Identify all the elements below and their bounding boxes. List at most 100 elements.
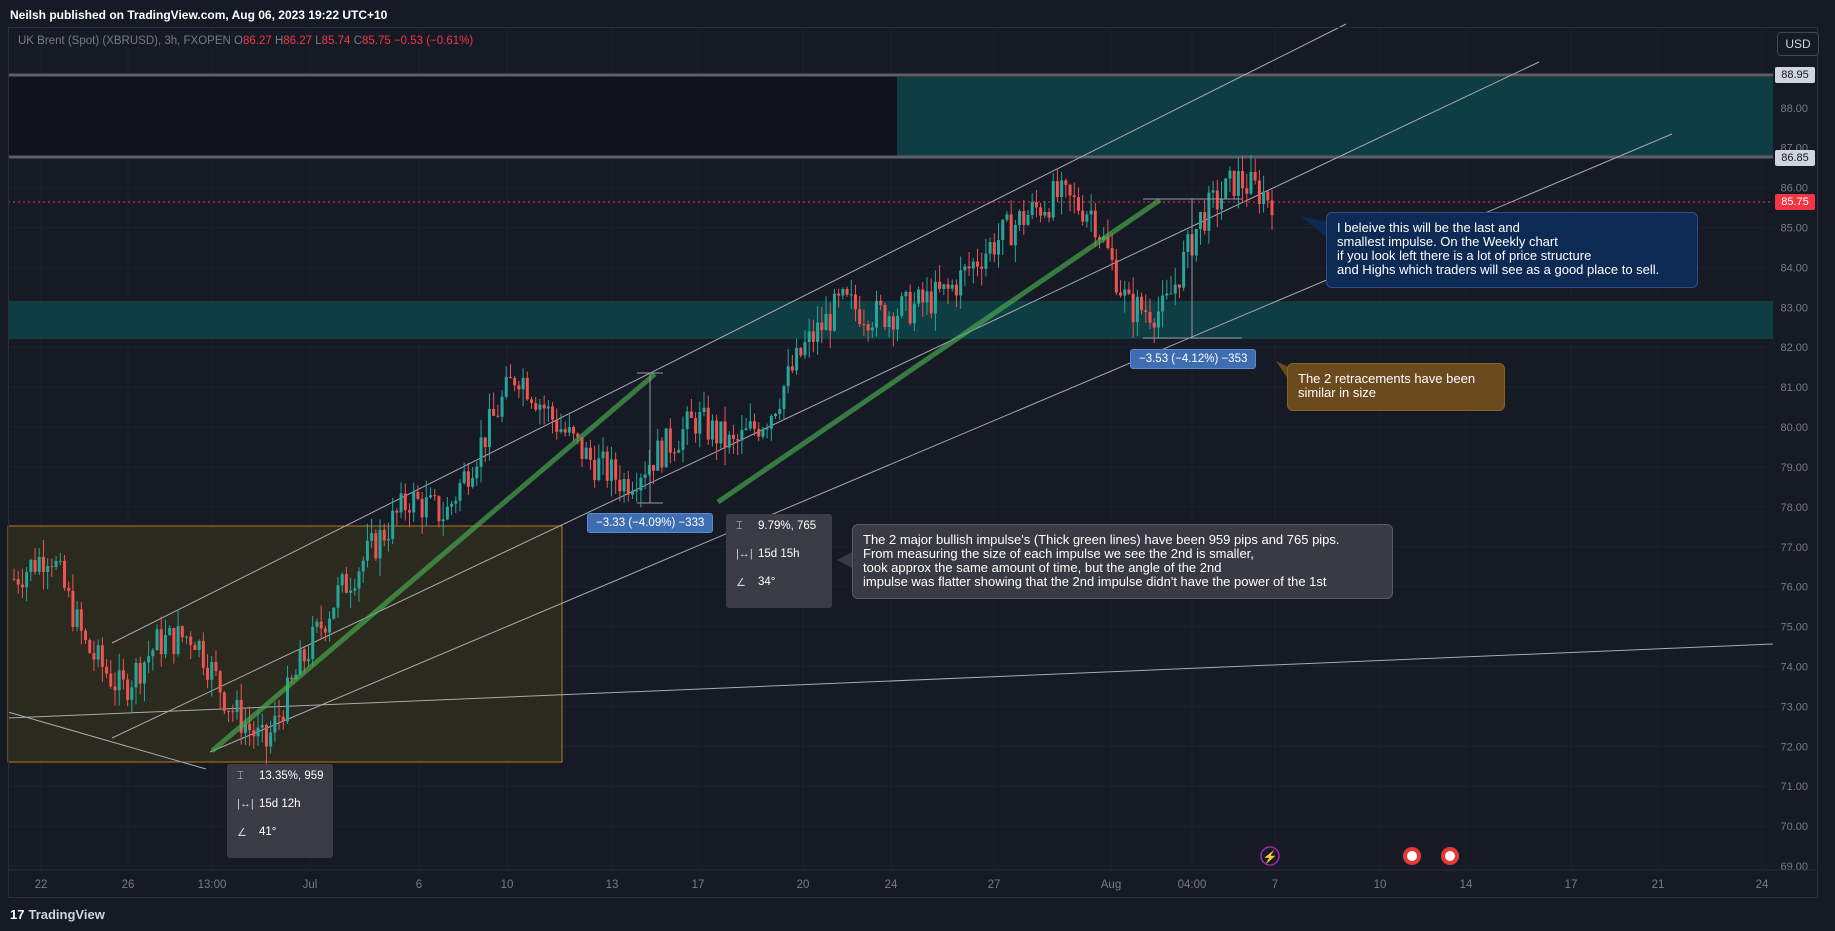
candle-body [588, 447, 592, 460]
price-badge-current: 85.75 [1775, 194, 1815, 210]
candle-body [534, 403, 538, 410]
candle-body [660, 440, 664, 468]
symbol-legend[interactable]: UK Brent (Spot) (XBRUSD), 3h, FXOPEN O86… [18, 35, 474, 47]
candle-body [710, 420, 714, 440]
candle-body [668, 428, 672, 453]
time-tick-label: 22 [35, 879, 48, 891]
candle-body [487, 408, 491, 448]
candle-body [959, 270, 963, 296]
candle-body [433, 495, 437, 497]
blue-note[interactable]: I beleive this will be the last and smal… [1326, 212, 1698, 288]
bottom-bar [0, 898, 1835, 931]
time-tick-label: 17 [1565, 879, 1578, 891]
candle-body [652, 465, 656, 471]
candle-body [769, 416, 773, 429]
candle-body [1081, 210, 1085, 222]
candle-body [466, 471, 470, 487]
candle-body [130, 687, 134, 700]
price-tick-label: 81.00 [1780, 382, 1808, 394]
candle-body [1173, 284, 1177, 294]
candle-body [1156, 311, 1160, 328]
tv-logo-icon: 17 [10, 907, 25, 922]
retracement-measure-1[interactable]: −3.33 (−4.09%) −333 [587, 513, 714, 533]
candle-body [723, 421, 727, 448]
candle-body [273, 715, 277, 733]
candle-body [1245, 188, 1249, 194]
candle-body [395, 510, 399, 513]
candle-body [942, 284, 946, 289]
candle-body [1169, 293, 1173, 295]
candle-body [25, 572, 29, 588]
candle-body [441, 519, 445, 522]
candle-body [997, 240, 1001, 255]
candle-body [1013, 225, 1017, 246]
candle-body [1127, 289, 1131, 294]
candle-body [471, 478, 475, 487]
candle-body [811, 331, 815, 342]
candle-body [1076, 197, 1080, 211]
tradingview-logo[interactable]: 17 TradingView [10, 907, 105, 922]
candle-body [778, 408, 782, 414]
candle-body [412, 492, 416, 513]
candle-body [151, 650, 155, 657]
candle-body [420, 498, 424, 518]
candle-body [782, 386, 786, 409]
candle-body [736, 439, 740, 441]
candle-body [740, 430, 744, 441]
candle-body [681, 429, 685, 450]
candle-body [252, 730, 256, 737]
time-tick-label: 21 [1652, 879, 1665, 891]
candle-body [761, 429, 765, 437]
candle-body [525, 377, 529, 400]
candle-body [1270, 200, 1274, 216]
candle-body [938, 281, 942, 289]
candle-body [744, 428, 748, 431]
time-tick-label: 24 [1756, 879, 1769, 891]
change-value: −0.53 (−0.61%) [393, 35, 474, 47]
impulse-stats-2[interactable]: ⌶ 9.79%, 765 |↔| 15d 15h ∠ 34° [726, 514, 832, 608]
candle-body [1241, 171, 1245, 189]
candle-body [382, 529, 386, 541]
candle-body [117, 670, 121, 691]
range-box [7, 525, 563, 763]
candle-body [193, 644, 197, 651]
candle-body [1114, 259, 1118, 293]
candle-body [197, 640, 201, 651]
close-value: 85.75 [361, 35, 391, 47]
impulse-line-1 [210, 372, 657, 753]
candle-body [1215, 190, 1219, 210]
candle-body [1224, 178, 1228, 199]
candle-body [879, 300, 883, 305]
currency-button[interactable]: USD [1777, 32, 1819, 56]
candle-body [386, 538, 390, 541]
price-tick-label: 72.00 [1780, 741, 1808, 753]
price-tick-label: 86.00 [1780, 183, 1808, 195]
candle-body [883, 304, 887, 327]
candle-body [1064, 180, 1068, 185]
candle-body [1177, 284, 1181, 288]
candle-body [975, 261, 979, 267]
candle-body [580, 437, 584, 459]
gray-note-pointer [837, 550, 856, 570]
brown-note[interactable]: The 2 retracements have been similar in … [1287, 363, 1505, 411]
candle-body [403, 493, 407, 511]
price-badge-lower: 86.85 [1775, 150, 1815, 166]
candle-body [256, 727, 260, 737]
gray-note[interactable]: The 2 major bullish impulse's (Thick gre… [852, 524, 1393, 599]
candle-body [538, 404, 542, 410]
candle-body [353, 588, 357, 591]
candle-body [896, 315, 900, 330]
candle-body [1089, 210, 1093, 215]
impulse-stats-1[interactable]: ⌶ 13.35%, 959 |↔| 15d 12h ∠ 41° [227, 764, 333, 858]
candle-body [239, 699, 243, 733]
candle-body [37, 556, 41, 572]
candle-body [1207, 192, 1211, 231]
candle-body [1186, 234, 1190, 252]
candle-body [845, 289, 849, 295]
candle-body [765, 428, 769, 430]
retracement-measure-2[interactable]: −3.53 (−4.12%) −353 [1130, 349, 1257, 369]
candle-body [62, 560, 66, 588]
candle-body [1198, 212, 1202, 230]
candle-body [551, 406, 555, 420]
